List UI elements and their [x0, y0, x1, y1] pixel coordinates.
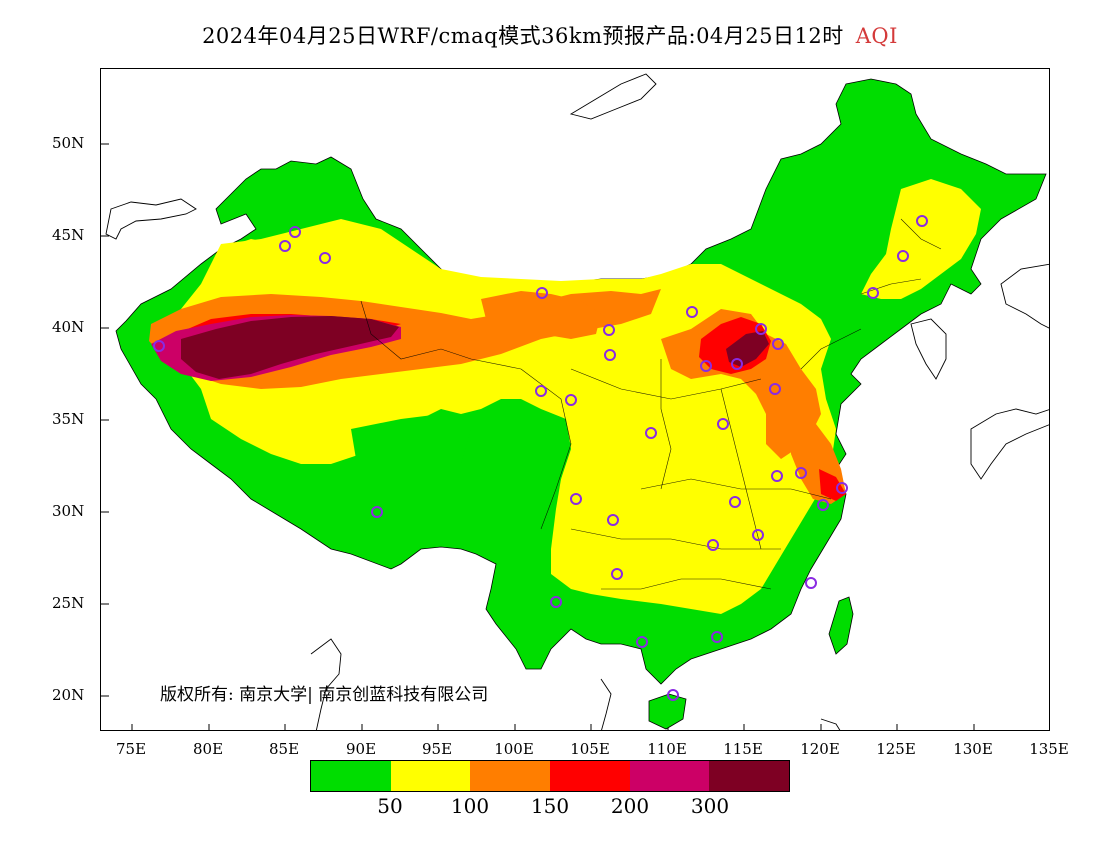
legend-label-200: 200: [610, 794, 650, 818]
foreign-coastlines: [105, 73, 1049, 730]
lon-label-105e: 105E: [570, 740, 610, 758]
city-marker: [836, 482, 848, 494]
map-title: 2024年04月25日WRF/cmaq模式36km预报产品:04月25日12时 A…: [0, 20, 1100, 50]
city-marker: [153, 340, 165, 352]
lat-label-50n: 50N: [52, 134, 85, 152]
city-marker: [717, 418, 729, 430]
lon-label-100e: 100E: [494, 740, 534, 758]
legend-swatch-hazardous: [709, 761, 790, 791]
lon-label-90e: 90E: [345, 740, 377, 758]
lat-label-30n: 30N: [52, 502, 85, 520]
taiwan-island: [828, 596, 854, 655]
city-marker: [645, 427, 657, 439]
aqi-zone-hazardous-ncp: [726, 331, 769, 367]
city-marker: [916, 215, 928, 227]
aqi-map: [101, 73, 1049, 730]
city-marker: [711, 631, 723, 643]
aqi-zone-sensitive-north: [481, 291, 601, 339]
lon-label-130e: 130E: [953, 740, 993, 758]
legend-swatch-good: [311, 761, 391, 791]
city-marker: [752, 529, 764, 541]
lon-label-80e: 80E: [192, 740, 224, 758]
city-marker: [636, 636, 648, 648]
lon-label-115e: 115E: [723, 740, 763, 758]
city-marker: [729, 496, 741, 508]
city-marker: [607, 514, 619, 526]
city-marker: [707, 539, 719, 551]
lon-label-75e: 75E: [115, 740, 147, 758]
city-marker: [279, 240, 291, 252]
city-marker: [731, 358, 743, 370]
tick-marks: [101, 143, 975, 730]
copyright-text: 版权所有: 南京大学| 南京创蓝科技有限公司: [160, 685, 489, 705]
city-marker: [536, 287, 548, 299]
city-markers: [153, 215, 928, 701]
city-marker: [604, 349, 616, 361]
aqi-zone-good-west: [491, 419, 571, 549]
legend-swatch-moderate: [390, 761, 471, 791]
city-marker: [769, 383, 781, 395]
lon-label-135e: 135E: [1029, 740, 1069, 758]
lat-label-45n: 45N: [52, 226, 85, 244]
city-marker: [897, 250, 909, 262]
legend-label-50: 50: [377, 794, 403, 818]
city-marker: [565, 394, 577, 406]
city-marker: [817, 499, 829, 511]
lon-label-85e: 85E: [268, 740, 300, 758]
city-marker: [867, 287, 879, 299]
city-marker: [700, 360, 712, 372]
aqi-zone-moderate-nw: [221, 239, 286, 284]
lat-label-20n: 20N: [52, 686, 85, 704]
city-marker: [289, 226, 301, 238]
legend-swatch-very-unhealthy: [629, 761, 710, 791]
city-marker: [772, 338, 784, 350]
aqi-zone-good-tibet: [351, 414, 471, 489]
provincial-borders: [360, 218, 942, 590]
title-product: AQI: [855, 24, 898, 48]
city-marker: [805, 577, 817, 589]
lon-label-125e: 125E: [876, 740, 916, 758]
city-marker: [319, 252, 331, 264]
map-panel: [100, 68, 1050, 731]
lon-label-110e: 110E: [647, 740, 687, 758]
city-marker: [535, 385, 547, 397]
legend-swatch-unhealthy: [550, 761, 630, 791]
city-marker: [611, 568, 623, 580]
legend-label-300: 300: [690, 794, 730, 818]
legend-swatch-sensitive: [470, 761, 551, 791]
lon-label-120e: 120E: [800, 740, 840, 758]
lat-label-25n: 25N: [52, 594, 85, 612]
city-marker: [755, 323, 767, 335]
city-marker: [771, 470, 783, 482]
aqi-zone-hazardous: [181, 316, 399, 379]
city-marker: [795, 467, 807, 479]
legend-label-150: 150: [530, 794, 570, 818]
lon-label-95e: 95E: [421, 740, 453, 758]
title-main: 2024年04月25日WRF/cmaq模式36km预报产品:04月25日12时: [202, 24, 844, 48]
hainan-island: [648, 693, 687, 730]
city-marker: [686, 306, 698, 318]
lat-label-35n: 35N: [52, 410, 85, 428]
city-marker: [667, 689, 679, 701]
lat-label-40n: 40N: [52, 318, 85, 336]
legend-label-100: 100: [450, 794, 490, 818]
city-marker: [570, 493, 582, 505]
city-marker: [371, 506, 383, 518]
city-marker: [603, 324, 615, 336]
city-marker: [550, 596, 562, 608]
aqi-legend: [310, 760, 790, 792]
